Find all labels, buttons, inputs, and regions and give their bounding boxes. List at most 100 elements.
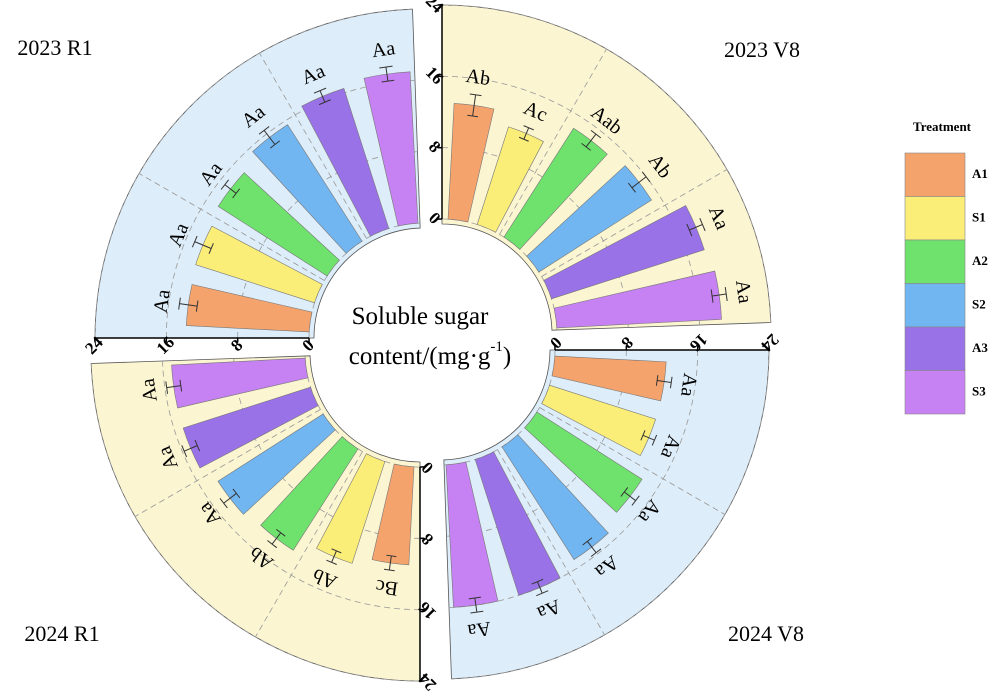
error-cap (518, 136, 529, 142)
error-cap (470, 610, 484, 614)
bar (301, 88, 390, 237)
error-cap (179, 379, 183, 392)
error-cap (581, 142, 591, 151)
error-bar (585, 133, 597, 148)
bar (182, 386, 319, 469)
grid-arc (441, 4, 772, 323)
panel-title: 2024 V8 (728, 621, 804, 646)
bar (217, 172, 340, 277)
error-cap (383, 568, 395, 572)
error-cap (469, 93, 482, 97)
legend-label: S1 (972, 209, 986, 224)
error-cap (386, 554, 397, 558)
bar (185, 284, 313, 333)
legend-swatch (904, 152, 966, 197)
radial-guide (499, 48, 607, 235)
error-cap (531, 578, 544, 585)
error-cap (641, 171, 651, 183)
error-cap (326, 559, 337, 565)
center-line1: Soluble sugar (352, 303, 489, 330)
bar (363, 71, 419, 227)
bar (445, 461, 499, 608)
legend-swatch (904, 283, 966, 328)
error-cap (724, 287, 728, 302)
error-cap (269, 140, 281, 149)
error-bar (474, 598, 478, 613)
error-bar (271, 532, 282, 545)
error-bar (523, 127, 530, 140)
error-cap (627, 182, 636, 193)
error-bar (194, 241, 212, 249)
legend-label: S2 (972, 296, 986, 311)
significance-letter: Aa (137, 377, 162, 403)
center-label: content/(mg·g-1) (349, 339, 511, 369)
error-bar (587, 541, 597, 554)
grid-arc (90, 363, 421, 682)
bar (474, 451, 561, 596)
radial-guide (138, 173, 325, 281)
legend-swatch (904, 326, 966, 371)
error-cap (620, 487, 629, 497)
legend-label: S3 (972, 383, 986, 398)
error-cap (258, 126, 270, 135)
error-bar (263, 130, 276, 145)
bar (260, 436, 359, 551)
bar (541, 384, 656, 457)
error-cap (232, 188, 241, 199)
error-bar (179, 303, 198, 307)
panel-title: 2023 V8 (724, 37, 800, 62)
radial-guide (539, 407, 726, 515)
center-superscript: -1 (490, 339, 503, 355)
error-bar (472, 94, 477, 116)
legend-label: A3 (972, 340, 988, 355)
grid-arc (451, 349, 770, 680)
error-cap (178, 297, 181, 310)
error-bar (183, 445, 198, 452)
bar (316, 453, 386, 564)
error-bar (631, 176, 647, 189)
error-cap (220, 179, 230, 190)
bar (543, 205, 705, 300)
error-cap (379, 65, 393, 69)
error-cap (536, 590, 549, 597)
legend-swatch (904, 196, 966, 241)
error-cap (181, 445, 188, 458)
error-cap (313, 87, 327, 94)
legend-label: A2 (972, 253, 988, 268)
error-cap (276, 528, 286, 537)
error-bar (331, 550, 337, 563)
error-cap (651, 434, 658, 446)
error-bar (657, 380, 672, 384)
bar (524, 411, 643, 513)
legend-title: Treatment (913, 119, 972, 134)
panel-title: 2024 R1 (24, 621, 99, 646)
error-bar (712, 293, 727, 297)
error-bar (624, 491, 636, 502)
legend-swatch (904, 370, 966, 415)
error-cap (686, 223, 693, 237)
error-bar (319, 90, 326, 103)
center-label: Soluble sugar (352, 303, 489, 330)
significance-letter: Bc (374, 575, 399, 600)
error-cap (208, 243, 214, 254)
bar (252, 124, 363, 254)
grid-arc (94, 8, 413, 339)
error-cap (165, 381, 169, 394)
error-cap (195, 300, 199, 312)
significance-letter: Aa (676, 372, 701, 398)
bar (551, 355, 667, 402)
error-bar (385, 66, 389, 82)
significance-letter: Aa (370, 37, 396, 62)
legend-swatch (904, 239, 966, 284)
error-bar (689, 224, 703, 231)
error-cap (699, 217, 706, 232)
bar (217, 413, 336, 515)
bar (526, 165, 652, 273)
radial-guide (255, 451, 363, 638)
bar (553, 270, 722, 329)
